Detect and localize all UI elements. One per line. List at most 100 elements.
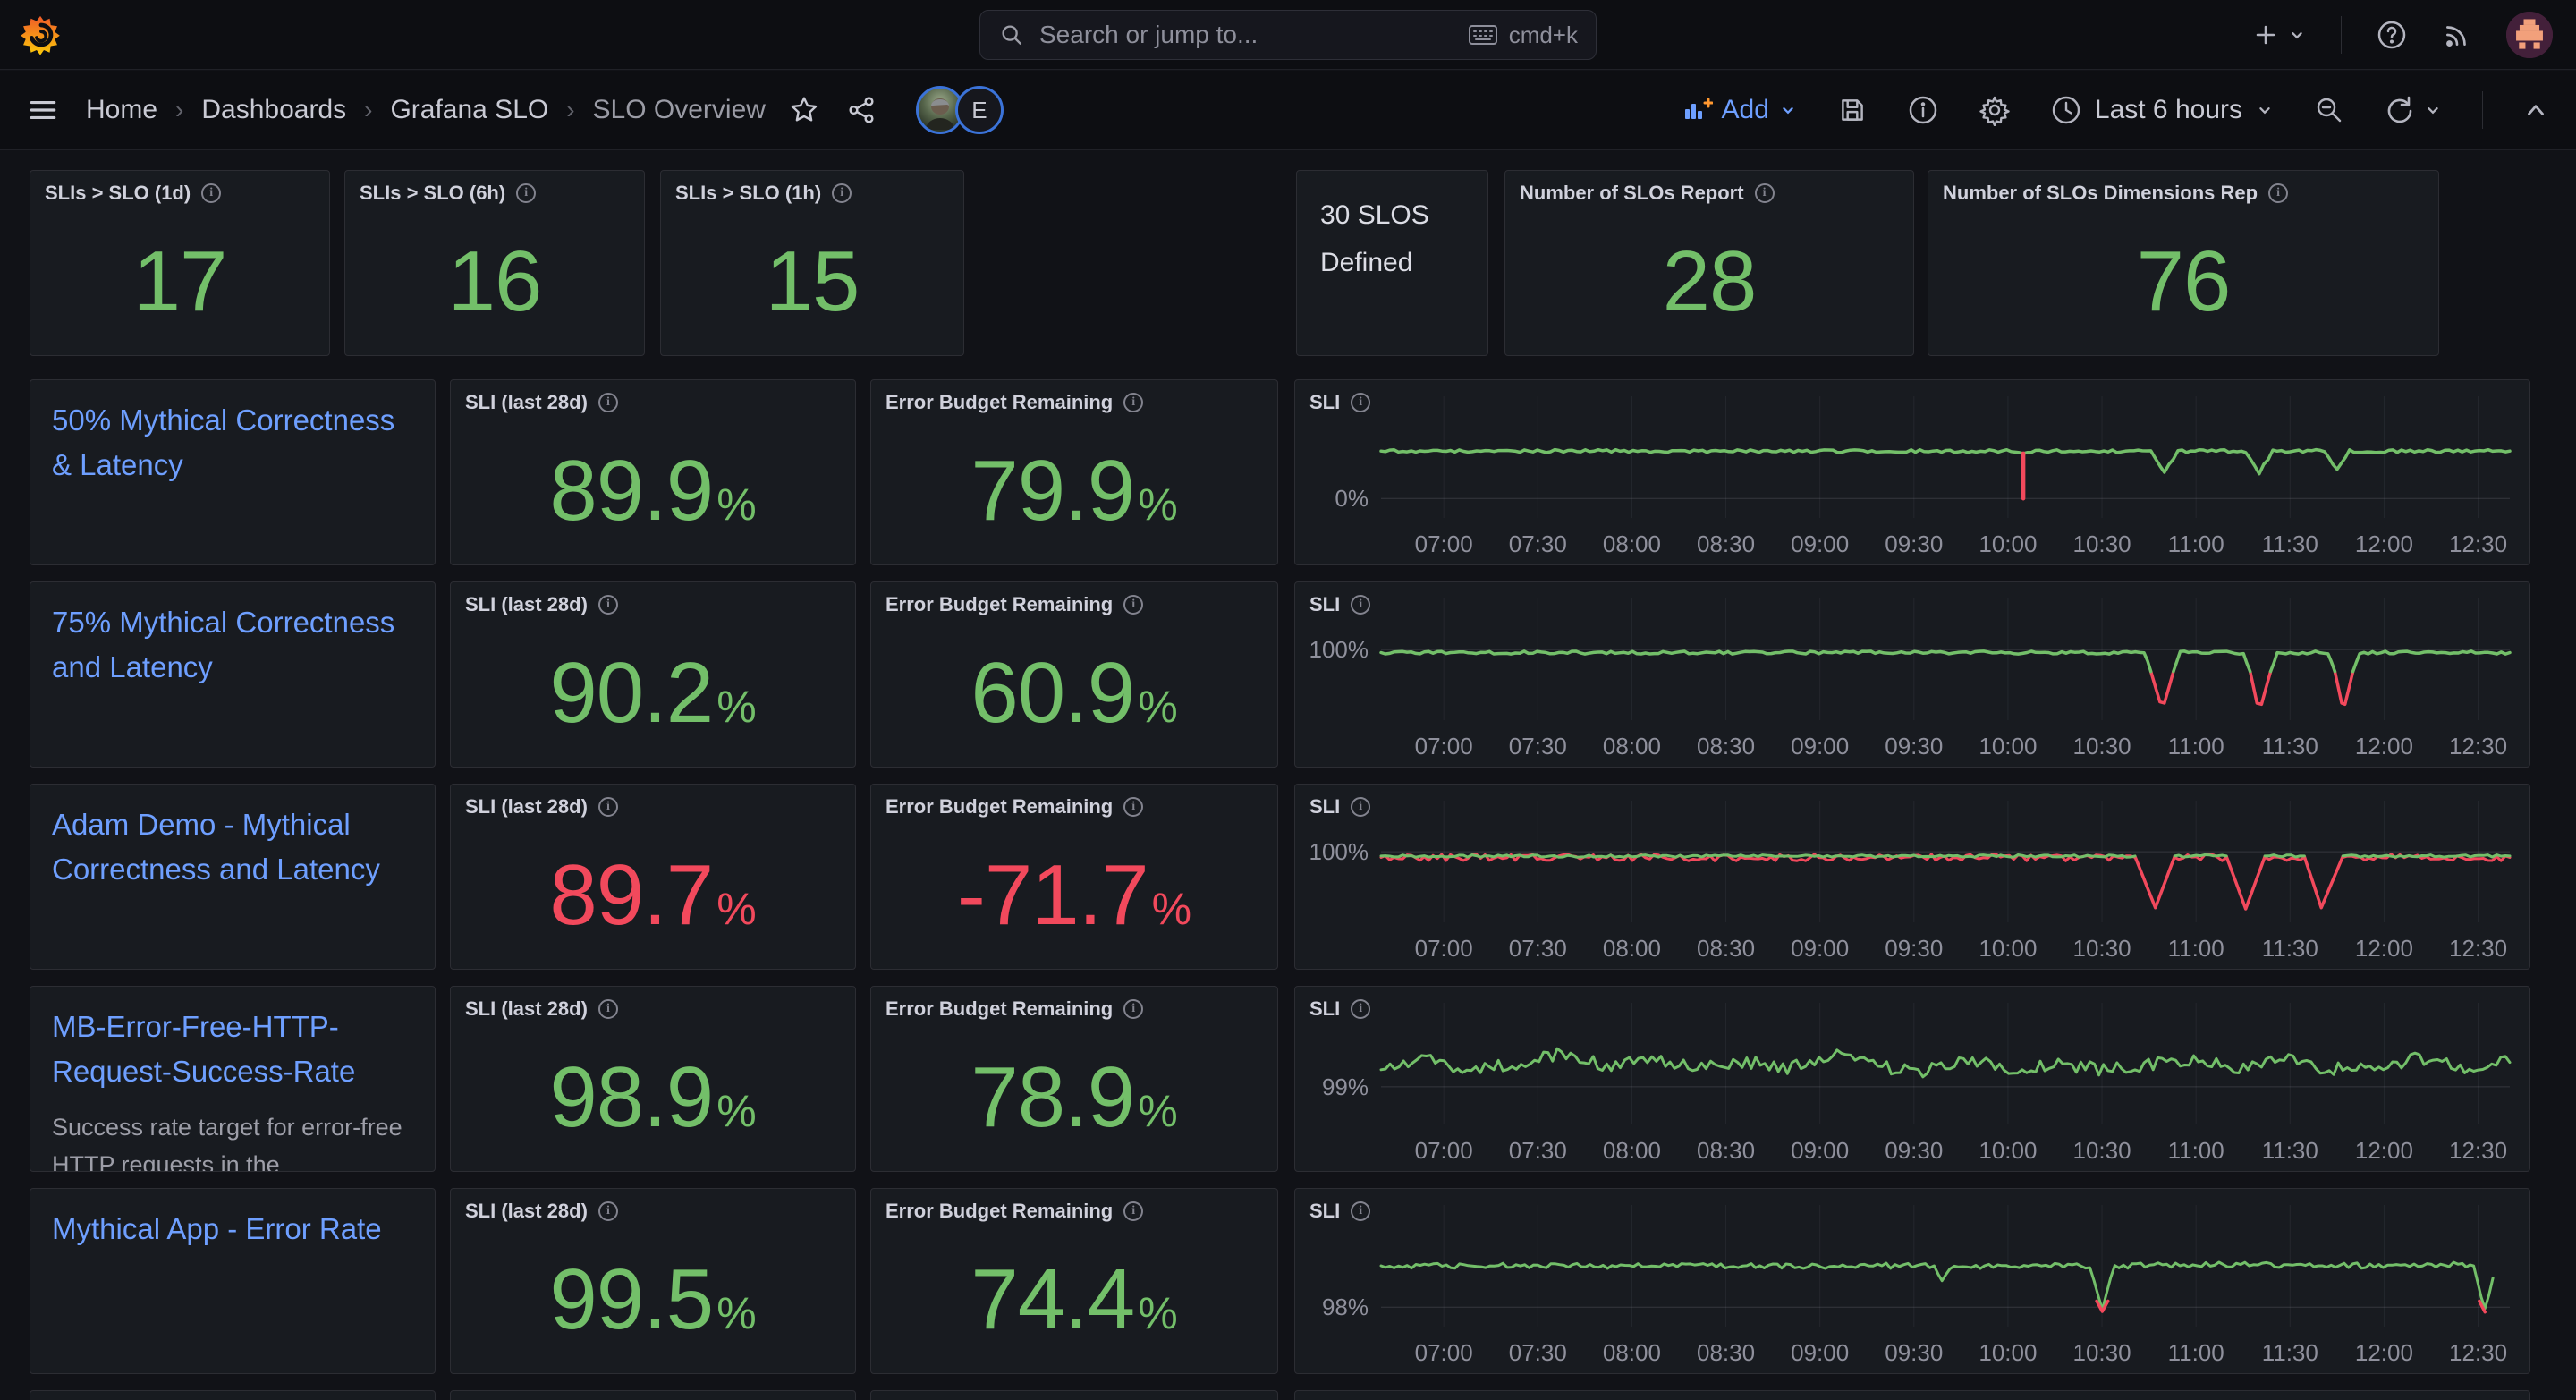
save-dashboard-icon[interactable]	[1837, 95, 1868, 125]
panel-header[interactable]: SLI	[1309, 795, 2519, 819]
news-rss-icon[interactable]	[2442, 20, 2472, 50]
sli-timeseries-panel-partial[interactable]	[1294, 1390, 2530, 1400]
sli-stat-panel-partial[interactable]	[450, 1390, 856, 1400]
breadcrumb-dashboards[interactable]: Dashboards	[201, 95, 347, 124]
panel-header[interactable]: SLIs > SLO (6h)	[360, 182, 633, 205]
slo-link[interactable]: MB-Error-Free-HTTP-Request-Success-Rate	[52, 1010, 356, 1088]
info-icon[interactable]	[1351, 999, 1371, 1019]
stat-panel-slis-slo-6h[interactable]: SLIs > SLO (6h) 16	[344, 170, 645, 356]
zoom-out-time-icon[interactable]	[2314, 95, 2344, 125]
error-budget-panel-partial[interactable]	[870, 1390, 1278, 1400]
refresh-icon[interactable]	[2384, 95, 2443, 125]
user-avatar[interactable]	[2506, 12, 2553, 58]
sli-timeseries-panel[interactable]: SLI 07:00 07:30 08:00 08:30 09:00 09:30 10:00 10…	[1294, 379, 2530, 565]
text-panel-slos-defined[interactable]: 30 SLOS Defined	[1296, 170, 1488, 356]
info-icon[interactable]	[1123, 595, 1144, 615]
sli-timeseries-panel[interactable]: SLI 07:00 07:30 08:00 08:30 09:00 09:30 10:00 10…	[1294, 1188, 2530, 1374]
panel-header[interactable]: Number of SLOs Report	[1520, 182, 1902, 205]
stat-panel-number-of-slos-dimensions[interactable]: Number of SLOs Dimensions Rep 76	[1928, 170, 2439, 356]
info-icon[interactable]	[1123, 797, 1144, 817]
info-icon[interactable]	[1123, 1201, 1144, 1221]
info-icon[interactable]	[597, 595, 618, 615]
info-icon[interactable]	[832, 183, 852, 203]
stat-panel-number-of-slos-report[interactable]: Number of SLOs Report 28	[1504, 170, 1914, 356]
sli-chart[interactable]: 07:00 07:30 08:00 08:30 09:00 09:30 10:00 10:30…	[1295, 1189, 2529, 1373]
info-icon[interactable]	[597, 1201, 618, 1221]
mega-menu-icon[interactable]	[27, 94, 59, 126]
panel-header[interactable]: SLI (last 28d)	[465, 1200, 844, 1223]
grafana-logo-icon[interactable]	[20, 14, 61, 55]
dashboard-insights-icon[interactable]	[1907, 94, 1939, 126]
sli-timeseries-panel[interactable]: SLI 07:00 07:30 08:00 08:30 09:00 09:30 10:00 10…	[1294, 986, 2530, 1172]
stat-panel-slis-slo-1d[interactable]: SLIs > SLO (1d) 17	[30, 170, 330, 356]
info-icon[interactable]	[597, 999, 618, 1019]
info-icon[interactable]	[1351, 595, 1371, 615]
panel-header[interactable]: Error Budget Remaining	[886, 1200, 1267, 1223]
favorite-star-icon[interactable]	[789, 95, 819, 125]
collapse-toolbar-caret-icon[interactable]	[2522, 97, 2549, 123]
info-icon[interactable]	[516, 183, 537, 203]
panel-header[interactable]: SLIs > SLO (1h)	[675, 182, 953, 205]
slo-link[interactable]: 50% Mythical Correctness & Latency	[52, 403, 395, 481]
panel-header[interactable]: SLI (last 28d)	[465, 795, 844, 819]
new-item-button[interactable]	[2251, 21, 2307, 49]
slo-name-panel[interactable]: Mythical App - Error Rate	[30, 1188, 436, 1374]
sli-stat-panel[interactable]: SLI (last 28d) 99.5%	[450, 1188, 856, 1374]
sli-stat-panel[interactable]: SLI (last 28d) 89.9%	[450, 379, 856, 565]
info-icon[interactable]	[2268, 183, 2289, 203]
slo-link[interactable]: 75% Mythical Correctness and Latency	[52, 606, 395, 683]
error-budget-panel[interactable]: Error Budget Remaining 60.9%	[870, 581, 1278, 768]
dashboard-settings-gear-icon[interactable]	[1979, 94, 2011, 126]
error-budget-panel[interactable]: Error Budget Remaining 74.4%	[870, 1188, 1278, 1374]
help-icon[interactable]	[2376, 19, 2408, 51]
search-input[interactable]: Search or jump to... cmd+k	[979, 10, 1597, 60]
info-icon[interactable]	[1351, 393, 1371, 412]
panel-header[interactable]: Number of SLOs Dimensions Rep	[1943, 182, 2428, 205]
sli-timeseries-panel[interactable]: SLI 07:00 07:30 08:00 08:30 09:00 09:30 10:00 10…	[1294, 581, 2530, 768]
stat-panel-slis-slo-1h[interactable]: SLIs > SLO (1h) 15	[660, 170, 964, 356]
slo-name-panel[interactable]: MB-Error-Free-HTTP-Request-Success-Rate S…	[30, 986, 436, 1172]
info-icon[interactable]	[597, 797, 618, 817]
info-icon[interactable]	[1123, 999, 1144, 1019]
panel-header[interactable]: SLI	[1309, 997, 2519, 1021]
info-icon[interactable]	[597, 393, 618, 412]
sli-stat-panel[interactable]: SLI (last 28d) 89.7%	[450, 784, 856, 970]
panel-header[interactable]: Error Budget Remaining	[886, 997, 1267, 1021]
slo-name-panel[interactable]: 50% Mythical Correctness & Latency	[30, 379, 436, 565]
sli-chart[interactable]: 07:00 07:30 08:00 08:30 09:00 09:30 10:00 10:30…	[1295, 987, 2529, 1171]
slo-name-panel[interactable]: Adam Demo - Mythical Correctness and Lat…	[30, 784, 436, 970]
panel-header[interactable]: SLIs > SLO (1d)	[45, 182, 318, 205]
sli-stat-panel[interactable]: SLI (last 28d) 90.2%	[450, 581, 856, 768]
sli-chart[interactable]: 07:00 07:30 08:00 08:30 09:00 09:30 10:00 10:30…	[1295, 582, 2529, 767]
info-icon[interactable]	[1754, 183, 1775, 203]
sli-stat-panel[interactable]: SLI (last 28d) 98.9%	[450, 986, 856, 1172]
error-budget-panel[interactable]: Error Budget Remaining 79.9%	[870, 379, 1278, 565]
panel-header[interactable]: Error Budget Remaining	[886, 795, 1267, 819]
add-panel-button[interactable]: Add	[1682, 95, 1798, 125]
panel-header[interactable]: Error Budget Remaining	[886, 391, 1267, 414]
info-icon[interactable]	[1351, 797, 1371, 817]
breadcrumb-home[interactable]: Home	[86, 95, 158, 124]
info-icon[interactable]	[201, 183, 222, 203]
info-icon[interactable]	[1123, 393, 1144, 412]
time-range-picker[interactable]: Last 6 hours	[2050, 94, 2275, 126]
panel-header[interactable]: SLI (last 28d)	[465, 391, 844, 414]
share-icon[interactable]	[846, 95, 877, 125]
panel-header[interactable]: SLI	[1309, 391, 2519, 414]
panel-header[interactable]: Error Budget Remaining	[886, 593, 1267, 616]
panel-header[interactable]: SLI (last 28d)	[465, 593, 844, 616]
info-icon[interactable]	[1351, 1201, 1371, 1221]
presence-avatar-badge[interactable]: E	[954, 86, 1004, 134]
panel-header[interactable]: SLI (last 28d)	[465, 997, 844, 1021]
slo-name-panel-partial[interactable]	[30, 1390, 436, 1400]
panel-header[interactable]: SLI	[1309, 1200, 2519, 1223]
sli-timeseries-panel[interactable]: SLI 07:00 07:30 08:00 08:30 09:00 09:30 10:00 10…	[1294, 784, 2530, 970]
sli-chart[interactable]: 07:00 07:30 08:00 08:30 09:00 09:30 10:00 10:30…	[1295, 785, 2529, 969]
panel-header[interactable]: SLI	[1309, 593, 2519, 616]
error-budget-panel[interactable]: Error Budget Remaining 78.9%	[870, 986, 1278, 1172]
breadcrumb-grafana-slo[interactable]: Grafana SLO	[390, 95, 549, 124]
presence-avatar-photo[interactable]	[915, 86, 964, 134]
sli-chart[interactable]: 07:00 07:30 08:00 08:30 09:00 09:30 10:00 10:30…	[1295, 380, 2529, 564]
slo-name-panel[interactable]: 75% Mythical Correctness and Latency	[30, 581, 436, 768]
slo-link[interactable]: Mythical App - Error Rate	[52, 1212, 382, 1245]
